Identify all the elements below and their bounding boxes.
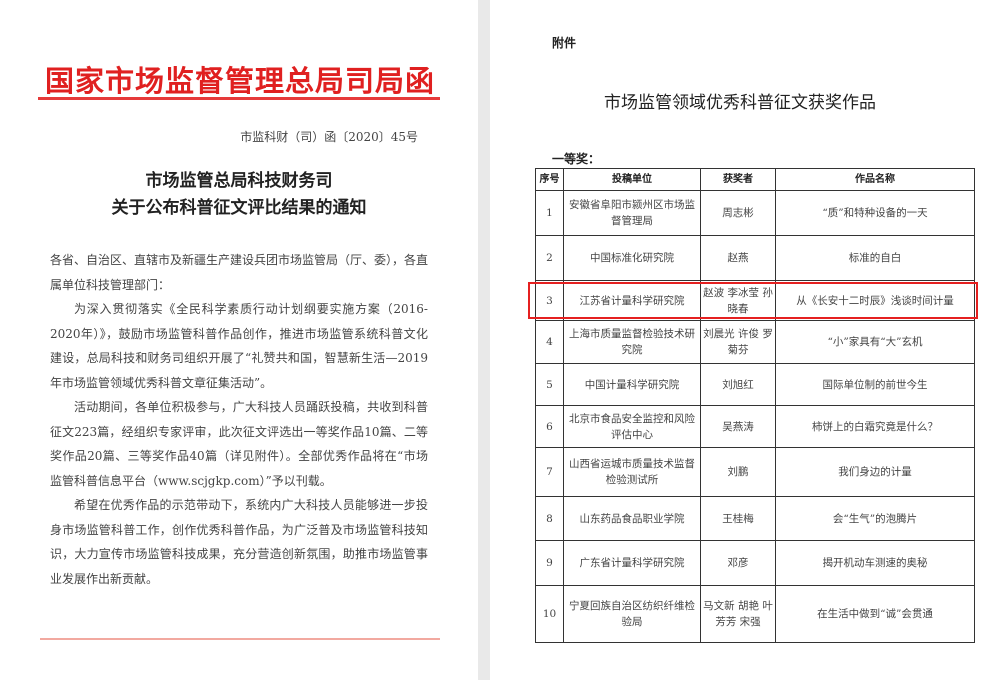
submitting-unit: 山东药品食品职业学院 [563,496,701,541]
paragraph: 希望在优秀作品的示范带动下，系统内广大科技人员能够进一步投身市场监管科普工作，创… [50,498,428,586]
table-row: 9 广东省计量科学研究院 邓彦 揭开机动车测速的奥秘 [535,540,975,586]
attachment-page: 附件 市场监管领域优秀科普征文获奖作品 一等奖： 序号 投稿单位 获奖者 作品名… [490,0,990,680]
notice-body: 各省、自治区、直辖市及新疆生产建设兵团市场监管局（厅、委），各直属单位科技管理部… [50,248,428,591]
submitting-unit: 上海市质量监督检验技术研究院 [563,320,701,364]
work-title: “小”家具有“大”玄机 [775,320,975,364]
attachment-label: 附件 [552,36,577,50]
submitting-unit: 安徽省阜阳市颍州区市场监督管理局 [563,190,701,236]
winners: 周志彬 [700,190,776,236]
submitting-unit: 山西省运城市质量技术监督检验测试所 [563,447,701,497]
table-row: 1 安徽省阜阳市颍州区市场监督管理局 周志彬 “质”和特种设备的一天 [535,190,975,236]
table-header: 序号 投稿单位 获奖者 作品名称 [535,168,975,191]
row-number: 5 [535,363,564,406]
document-number: 市监科财（司）函〔2020〕45号 [240,130,418,144]
table-row: 2 中国标准化研究院 赵燕 标准的自白 [535,235,975,281]
page-bottom-line [40,638,440,640]
table-row: 6 北京市食品安全监控和风险评估中心 吴燕涛 柿饼上的白霜究竟是什么？ [535,405,975,448]
work-title: 柿饼上的白霜究竟是什么？ [775,405,975,448]
letterhead: 国家市场监督管理总局司局函 [44,64,435,98]
title-line: 关于公布科普征文评比结果的通知 [111,198,367,218]
notice-page: 国家市场监督管理总局司局函 市监科财（司）函〔2020〕45号 市场监管总局科技… [0,0,478,680]
work-title: 会“生气”的泡腾片 [775,496,975,541]
row-number: 10 [535,585,564,643]
table-row: 10 宁夏回族自治区纺织纤维检验局 马文新 胡艳 叶芳芳 宋强 在生活中做到“诚”会贯… [535,585,975,643]
winners: 赵燕 [700,235,776,281]
work-title: 揭开机动车测速的奥秘 [775,540,975,586]
submitting-unit: 北京市食品安全监控和风险评估中心 [563,405,701,448]
row-number: 2 [535,235,564,281]
row-number: 7 [535,447,564,497]
col-header: 作品名称 [775,168,975,191]
winners: 吴燕涛 [700,405,776,448]
winners: 王桂梅 [700,496,776,541]
row-number: 8 [535,496,564,541]
winners: 马文新 胡艳 叶芳芳 宋强 [700,585,776,643]
winners: 刘旭红 [700,363,776,406]
row-number: 1 [535,190,564,236]
paragraph: 为深入贯彻落实《全民科学素质行动计划纲要实施方案（2016-2020年）》，鼓励… [50,302,428,390]
submitting-unit: 中国标准化研究院 [563,235,701,281]
notice-title: 市场监管总局科技财务司 关于公布科普征文评比结果的通知 [0,168,478,222]
winners: 邓彦 [700,540,776,586]
col-header: 投稿单位 [563,168,701,191]
row-number: 9 [535,540,564,586]
table-row: 4 上海市质量监督检验技术研究院 刘晨光 许俊 罗菊芬 “小”家具有“大”玄机 [535,320,975,364]
paragraph: 活动期间，各单位积极参与，广大科技人员踊跃投稿，共收到科普征文223篇，经组织专… [50,400,428,488]
row-number: 6 [535,405,564,448]
col-header: 序号 [535,168,564,191]
winners: 刘鹏 [700,447,776,497]
highlight-box [528,282,978,319]
letterhead-divider [38,97,440,100]
table-row: 8 山东药品食品职业学院 王桂梅 会“生气”的泡腾片 [535,496,975,541]
work-title: 从《长安十二时辰》浅谈时间计量 [775,280,975,321]
row-number: 3 [535,280,564,321]
winners: 刘晨光 许俊 罗菊芬 [700,320,776,364]
work-title: “质”和特种设备的一天 [775,190,975,236]
submitting-unit: 中国计量科学研究院 [563,363,701,406]
table-row: 3 江苏省计量科学研究院 赵波 李冰莹 孙晓春 从《长安十二时辰》浅谈时间计量 [535,280,975,321]
salutation: 各省、自治区、直辖市及新疆生产建设兵团市场监管局（厅、委），各直属单位科技管理部… [50,253,429,292]
col-header: 获奖者 [700,168,776,191]
submitting-unit: 广东省计量科学研究院 [563,540,701,586]
title-line: 市场监管总局科技财务司 [145,171,333,191]
submitting-unit: 宁夏回族自治区纺织纤维检验局 [563,585,701,643]
table-row: 7 山西省运城市质量技术监督检验测试所 刘鹏 我们身边的计量 [535,447,975,497]
work-title: 国际单位制的前世今生 [775,363,975,406]
table-row: 5 中国计量科学研究院 刘旭红 国际单位制的前世今生 [535,363,975,406]
row-number: 4 [535,320,564,364]
work-title: 我们身边的计量 [775,447,975,497]
awards-table: 序号 投稿单位 获奖者 作品名称 1 安徽省阜阳市颍州区市场监督管理局 周志彬 “质”… [535,168,975,643]
work-title: 在生活中做到“诚”会贯通 [775,585,975,643]
work-title: 标准的自白 [775,235,975,281]
attachment-title: 市场监管领域优秀科普征文获奖作品 [604,93,876,113]
prize-level: 一等奖： [552,152,601,166]
